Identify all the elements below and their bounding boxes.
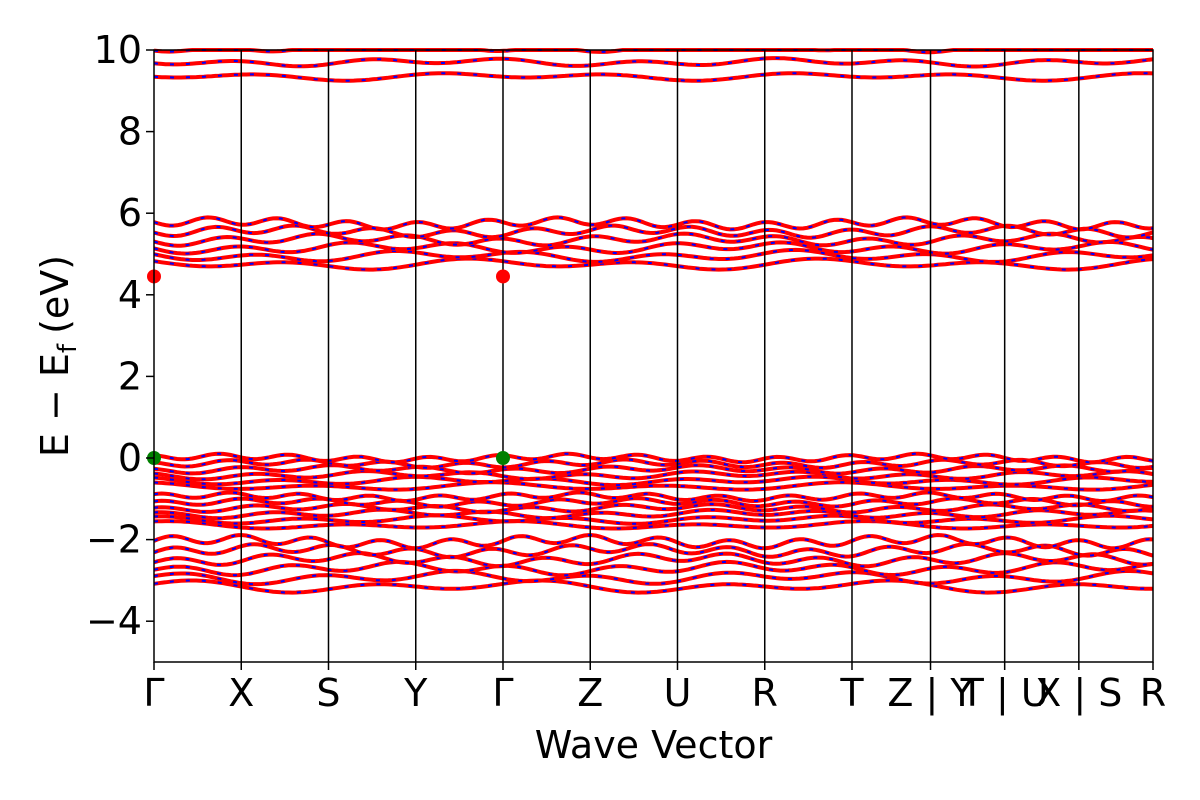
- band-line-mid-valence: [153, 507, 1154, 521]
- band-line-dash-conduction: [153, 216, 1154, 231]
- y-tick-label: 2: [118, 354, 142, 398]
- band-line-dash-deep-valence: [153, 533, 1154, 550]
- x-tick-label: Y: [403, 671, 428, 715]
- y-tick-label: 6: [118, 191, 142, 235]
- band-line-high-conduction: [153, 56, 1154, 69]
- band-line-dash-mid-valence: [153, 520, 1154, 530]
- band-line-deep-valence: [153, 559, 1154, 578]
- x-axis: Γ X S Y Γ Z U R T Z | YT | UX | S R: [143, 662, 1166, 716]
- y-axis-label-subscript: f: [53, 343, 83, 353]
- y-axis-label-unit: (eV): [33, 255, 77, 334]
- x-tick-label: R: [752, 671, 778, 715]
- x-tick-label: U: [664, 671, 692, 715]
- k-path-lines: [240, 50, 1080, 662]
- band-line-dash-deep-valence: [153, 543, 1154, 559]
- band-line-conduction: [153, 215, 1154, 232]
- band-line-deep-valence: [153, 578, 1153, 595]
- bands-layer: [153, 48, 1154, 595]
- band-line-top-valence: [153, 463, 1154, 476]
- y-tick-label: 4: [118, 273, 142, 317]
- band-line-dash-high-conduction: [153, 57, 1154, 68]
- band-line-dash-conduction: [153, 224, 1154, 239]
- band-line-dash-top-valence: [153, 481, 1154, 491]
- x-tick-label: Z: [577, 671, 603, 715]
- y-axis-label-main: E − E: [33, 353, 77, 457]
- y-axis-label: E − Ef (eV): [33, 255, 83, 457]
- y-axis: −4 −2 0 2 4 6 8 10: [86, 28, 154, 643]
- y-tick-label: −4: [86, 599, 142, 643]
- band-line-mid-valence: [153, 490, 1154, 504]
- band-line-dash-high-conduction: [153, 72, 1154, 82]
- band-line-dash-top-valence: [153, 475, 1153, 487]
- band-line-mid-valence: [153, 501, 1154, 515]
- x-tick-label: T | U: [960, 671, 1049, 716]
- x-tick-label: X: [228, 671, 254, 715]
- band-line-conduction: [153, 239, 1154, 256]
- x-axis-label: Wave Vector: [535, 723, 773, 767]
- band-line-deep-valence: [153, 568, 1154, 587]
- y-tick-label: 0: [118, 436, 142, 480]
- y-tick-label: 8: [118, 110, 142, 154]
- band-line-top-valence: [153, 468, 1154, 482]
- band-line-top-valence: [153, 451, 1154, 465]
- band-line-top-valence: [153, 457, 1154, 470]
- x-tick-label: X | S: [1035, 671, 1122, 716]
- x-tick-label: T: [839, 671, 864, 715]
- x-tick-label: Z | Y: [887, 671, 974, 716]
- x-tick-label: S: [316, 671, 340, 715]
- band-line-conduction: [153, 247, 1154, 264]
- band-line-high-conduction: [153, 71, 1154, 83]
- cbm-marker: [495, 269, 510, 284]
- band-line-dash-deep-valence: [153, 552, 1154, 568]
- y-tick-label: 10: [94, 28, 142, 72]
- band-line-dash-mid-valence: [153, 514, 1154, 525]
- band-line-conduction: [153, 231, 1154, 248]
- plot-frame: [153, 49, 1154, 663]
- x-tick-label: Γ: [143, 671, 164, 715]
- x-tick-label: R: [1140, 671, 1166, 715]
- vbm-marker: [495, 451, 510, 465]
- x-tick-label: Γ: [492, 671, 513, 715]
- y-tick-label: −2: [86, 518, 142, 562]
